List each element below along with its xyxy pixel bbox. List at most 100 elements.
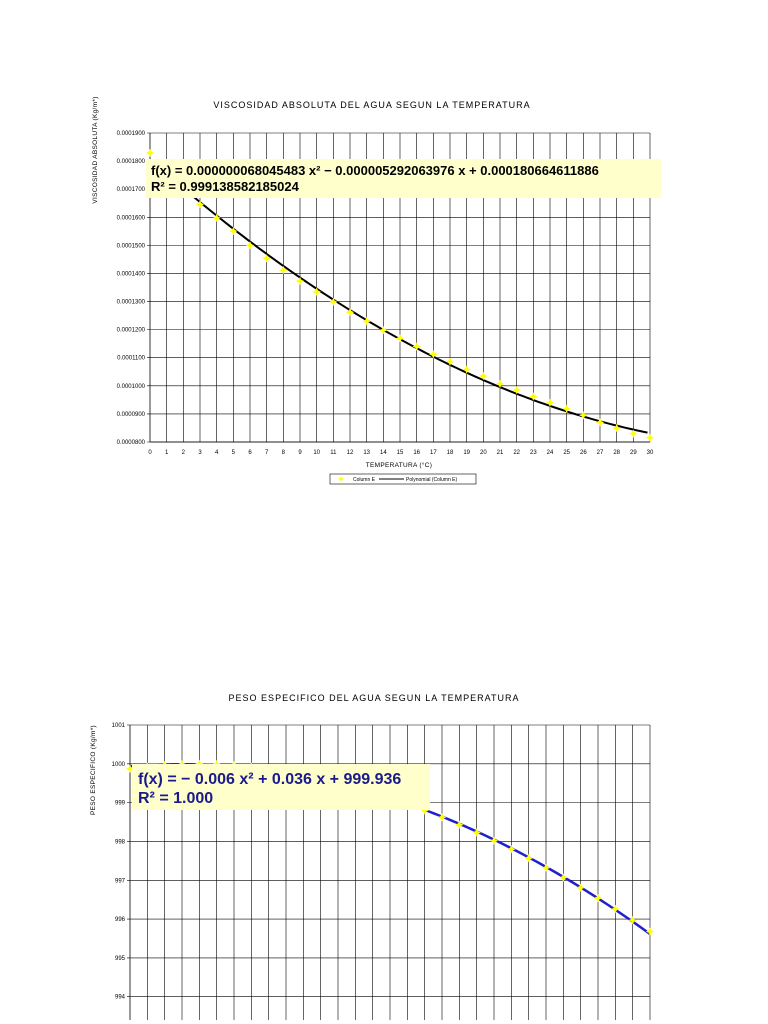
chart1-data-point xyxy=(312,287,321,296)
chart1-y-tick-label: 0.0001600 xyxy=(117,215,146,221)
chart1-x-tick-label: 29 xyxy=(630,450,637,456)
chart1-data-point xyxy=(379,326,388,335)
chart1-data-point xyxy=(562,404,571,414)
chart1-trendline xyxy=(192,195,648,434)
chart1-data-point xyxy=(295,276,305,286)
chart1-data-point xyxy=(279,265,288,275)
chart1-data-point xyxy=(495,379,505,389)
chart1-data-point xyxy=(629,429,638,438)
chart2-y-tick-label: 998 xyxy=(115,839,126,845)
chart1-x-axis-label: TEMPERATURA (°C) xyxy=(366,461,433,469)
chart2-data-point xyxy=(628,916,637,925)
chart2-data-point xyxy=(472,828,481,837)
chart1-data-point xyxy=(245,241,255,250)
chart2-data-point xyxy=(611,904,620,914)
chart1-data-point xyxy=(229,226,238,236)
chart1-x-tick-label: 25 xyxy=(563,450,570,456)
chart1-x-tick-label: 15 xyxy=(397,450,404,456)
chart1-data-point xyxy=(345,308,355,317)
chart1-y-tick-label: 0.0001100 xyxy=(117,356,146,362)
chart-viscosity: VISCOSIDAD ABSOLUTA DEL AGUA SEGUN LA TE… xyxy=(92,96,661,485)
chart1-data-point xyxy=(362,317,371,326)
chart2-data-point xyxy=(593,893,603,903)
chart1-data-point xyxy=(395,334,405,343)
chart1-x-tick-label: 10 xyxy=(313,450,320,456)
chart1-y-tick-label: 0.0001800 xyxy=(117,159,146,165)
chart2-data-point xyxy=(507,845,516,854)
chart2-data-point xyxy=(489,836,499,845)
chart1-y-tick-label: 0.0001900 xyxy=(117,131,146,137)
chart1-data-point xyxy=(579,411,588,420)
chart2-data-point xyxy=(455,820,464,829)
chart1-data-point xyxy=(612,423,621,433)
chart2-title: PESO ESPECIFICO DEL AGUA SEGUN LA TEMPER… xyxy=(229,693,520,703)
chart1-equation-background xyxy=(146,159,661,198)
chart1-y-tick-label: 0.0001400 xyxy=(117,271,146,277)
chart1-data-point xyxy=(195,200,205,209)
chart1-legend-label-polynomial: Polynomial (Column E) xyxy=(406,477,457,483)
chart2-data-point xyxy=(195,759,204,769)
chart1-x-tick-label: 27 xyxy=(597,450,604,456)
chart1-x-tick-label: 13 xyxy=(363,450,370,456)
chart2-data-point xyxy=(559,873,568,882)
chart1-x-tick-label: 21 xyxy=(497,450,504,456)
chart1-x-tick-label: 6 xyxy=(248,450,252,456)
chart1-x-tick-label: 8 xyxy=(282,450,286,456)
chart2-y-tick-label: 999 xyxy=(115,801,126,807)
chart1-x-tick-label: 11 xyxy=(330,450,337,456)
chart1-y-tick-label: 0.0000800 xyxy=(117,440,146,446)
chart1-x-tick-label: 4 xyxy=(215,450,219,456)
chart2-data-point xyxy=(576,883,585,892)
chart1-x-tick-label: 19 xyxy=(463,450,470,456)
chart1-y-tick-label: 0.0000900 xyxy=(117,412,146,418)
chart1-data-point xyxy=(595,418,605,427)
chart1-y-tick-label: 0.0001000 xyxy=(117,384,146,390)
chart2-y-tick-label: 1001 xyxy=(112,723,126,729)
chart1-equation: f(x) = 0.000000068045483 x² − 0.00000529… xyxy=(151,163,599,178)
chart1-data-point xyxy=(462,365,471,374)
chart1-x-tick-label: 0 xyxy=(148,450,152,456)
chart1-data-point xyxy=(645,433,655,442)
chart1-data-point xyxy=(529,392,538,401)
chart1-y-ticks: 0.0000800 0.0000900 0.0001000 0.0001100 0.00… xyxy=(117,131,146,446)
chart1-x-tick-label: 16 xyxy=(413,450,420,456)
chart2-equation: f(x) = − 0.006 x² + 0.036 x + 999.936 xyxy=(138,771,401,788)
chart1-x-tick-label: 12 xyxy=(347,450,354,456)
chart1-data-point xyxy=(262,254,271,263)
chart1-x-tick-label: 24 xyxy=(547,450,554,456)
chart2-data-point xyxy=(645,927,655,936)
chart1-x-tick-label: 22 xyxy=(513,450,520,456)
chart1-equation-box: f(x) = 0.000000068045483 x² − 0.00000529… xyxy=(146,159,661,198)
chart1-legend: Column E Polynomial (Column E) xyxy=(329,473,477,485)
chart1-data-point xyxy=(412,342,421,351)
chart1-legend-marker-column-e xyxy=(338,476,344,482)
chart1-data-point xyxy=(545,398,555,407)
chart2-y-tick-label: 996 xyxy=(115,917,126,923)
chart1-x-ticks: 0 1 2 3 4 5 6 7 8 9 10 11 12 13 14 15 16 17 18 19 20 21 22 23 24… xyxy=(148,450,654,456)
chart1-x-tick-label: 5 xyxy=(232,450,236,456)
chart1-y-tick-label: 0.0001500 xyxy=(117,243,146,249)
chart2-equation-background xyxy=(132,764,430,810)
chart2-r-squared: R² = 1.000 xyxy=(138,790,213,807)
chart2-y-tick-label: 995 xyxy=(115,956,126,962)
chart1-x-tick-label: 1 xyxy=(165,450,169,456)
chart1-legend-label-column-e: Column E xyxy=(353,477,376,483)
chart2-y-ticks: 994 995 996 997 998 999 1000 1001 xyxy=(112,723,126,1001)
chart1-data-point xyxy=(445,357,455,366)
chart2-data-point xyxy=(541,863,551,873)
chart1-data-point xyxy=(479,371,488,381)
chart2-data-point xyxy=(524,853,533,863)
chart1-data-point xyxy=(212,213,221,223)
chart1-x-tick-label: 17 xyxy=(430,450,437,456)
chart1-x-tick-label: 23 xyxy=(530,450,537,456)
chart1-data-point xyxy=(329,297,338,307)
chart1-data-point xyxy=(512,385,521,395)
chart2-equation-box: f(x) = − 0.006 x² + 0.036 x + 999.936 R²… xyxy=(132,764,430,810)
chart1-x-tick-label: 20 xyxy=(480,450,487,456)
chart2-data-point xyxy=(437,813,447,822)
chart2-y-tick-label: 994 xyxy=(115,995,126,1001)
chart2-y-tick-label: 1000 xyxy=(112,762,126,768)
chart1-x-tick-label: 18 xyxy=(447,450,454,456)
chart1-y-tick-label: 0.0001300 xyxy=(117,300,146,306)
